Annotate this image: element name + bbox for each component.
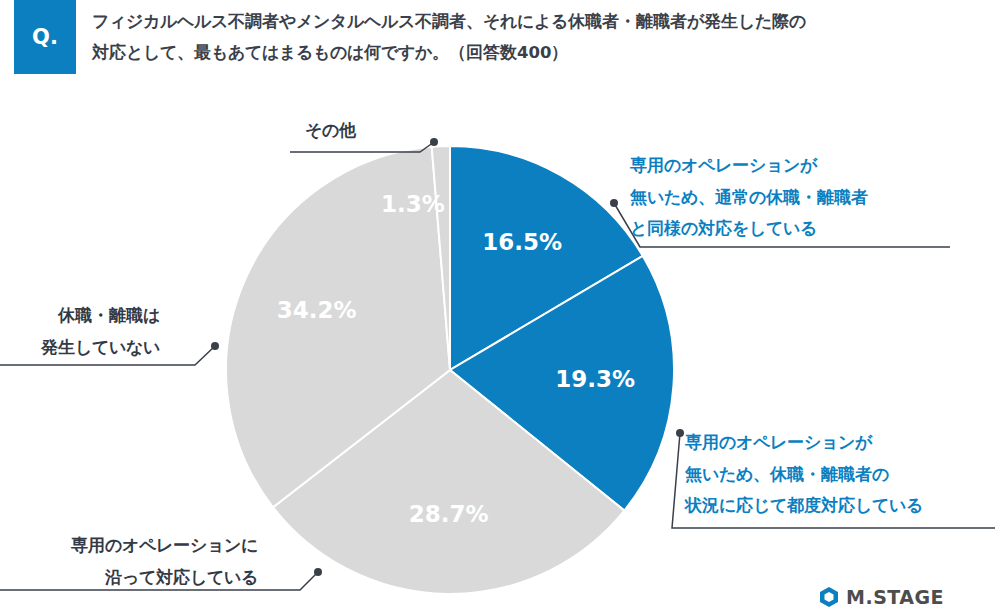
svg-text:28.7%: 28.7% — [409, 501, 489, 527]
html-text:M.STAGE: M.STAGE — [846, 586, 945, 608]
svg-text:休職・離職は発生していない: 休職・離職は発生していない — [40, 306, 160, 357]
svg-text:その他: その他 — [305, 121, 357, 140]
svg-text:34.2%: 34.2% — [277, 297, 357, 323]
svg-text:16.5%: 16.5% — [482, 229, 562, 255]
svg-text:専用のオペレーションが無いため、通常の休職・離職者と同様の対: 専用のオペレーションが無いため、通常の休職・離職者と同様の対応をしている — [629, 156, 868, 238]
html-text:フィジカルヘルス不調者やメンタルヘルス不調者、それによる休職: フィジカルヘルス不調者やメンタルヘルス不調者、それによる休職者・離職者が発生した… — [92, 12, 806, 62]
svg-text:専用のオペレーションに沿って対応している: 専用のオペレーションに沿って対応している — [70, 536, 258, 587]
svg-text:1.3%: 1.3% — [381, 191, 445, 217]
html-text:Q.: Q. — [32, 25, 58, 49]
svg-text:19.3%: 19.3% — [555, 366, 635, 392]
svg-text:専用のオペレーションが無いため、休職・離職者の状況に応じて都: 専用のオペレーションが無いため、休職・離職者の状況に応じて都度対応している — [684, 433, 923, 515]
